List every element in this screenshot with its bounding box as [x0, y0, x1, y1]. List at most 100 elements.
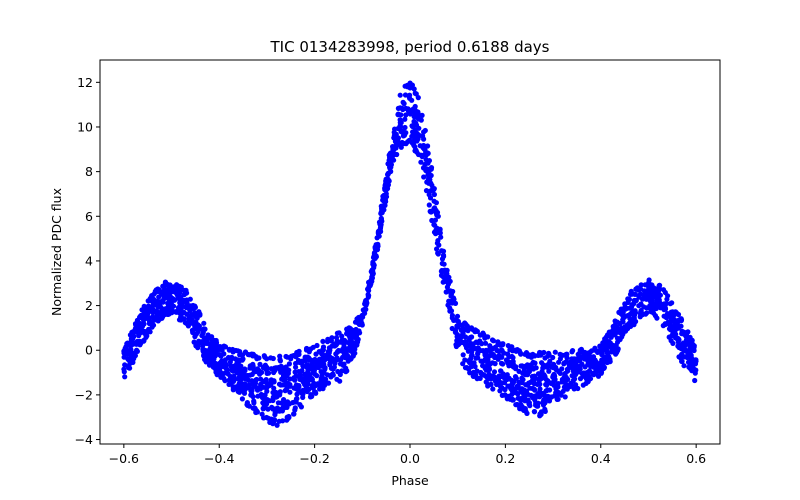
x-tick-label: 0.6 [686, 451, 706, 466]
data-point [274, 422, 280, 428]
data-point [348, 356, 354, 362]
data-point [167, 293, 173, 299]
data-point [313, 351, 319, 357]
data-point [324, 372, 330, 378]
data-point [222, 344, 229, 350]
data-point [201, 320, 207, 326]
data-point [651, 306, 657, 312]
data-point [251, 398, 257, 404]
data-point [156, 316, 162, 322]
data-point [169, 288, 175, 295]
data-point [652, 313, 659, 319]
data-point [455, 318, 461, 325]
data-point [428, 180, 434, 186]
data-point [365, 286, 371, 292]
data-point [433, 200, 439, 206]
data-point [545, 378, 551, 384]
data-point [443, 273, 449, 279]
data-point [308, 392, 314, 398]
data-point [281, 365, 287, 371]
data-point [601, 359, 607, 365]
data-point [439, 248, 445, 254]
data-point [625, 313, 631, 319]
data-point [320, 347, 326, 353]
data-point [425, 143, 431, 149]
data-point [673, 319, 679, 325]
data-point [257, 361, 263, 367]
data-point [524, 362, 531, 368]
data-point [238, 376, 245, 382]
data-point [649, 283, 655, 290]
data-point [193, 331, 199, 337]
data-point [473, 355, 479, 361]
data-point [240, 381, 246, 387]
data-point [570, 348, 576, 354]
y-tick-label: 8 [85, 164, 93, 179]
data-point [369, 275, 375, 281]
data-point [141, 338, 147, 344]
y-tick-label: 6 [85, 209, 93, 224]
data-point [468, 325, 475, 331]
data-point [468, 356, 474, 362]
data-point [283, 353, 289, 360]
data-point [500, 342, 506, 348]
data-point [425, 176, 431, 183]
data-point [211, 364, 218, 370]
data-point [299, 368, 305, 374]
data-point [481, 372, 487, 378]
data-point [178, 317, 184, 323]
data-point [141, 321, 147, 327]
data-point [168, 307, 174, 313]
data-point [191, 339, 197, 345]
data-point [353, 333, 359, 340]
data-point [154, 302, 160, 308]
data-point [578, 346, 585, 352]
data-point [522, 372, 529, 378]
data-point [643, 310, 650, 316]
data-point [292, 369, 298, 375]
data-point [504, 396, 510, 402]
data-point [241, 387, 248, 394]
data-point [280, 418, 286, 424]
data-point [579, 361, 585, 367]
data-point [294, 391, 300, 397]
data-point [639, 296, 646, 302]
data-point [541, 372, 547, 378]
data-point [209, 340, 215, 346]
data-point [202, 356, 208, 363]
data-point [673, 309, 679, 315]
data-point [266, 383, 272, 389]
data-point [421, 136, 427, 142]
data-point [681, 348, 687, 354]
data-point [685, 339, 691, 345]
data-point [516, 348, 523, 354]
data-point [454, 334, 460, 340]
data-point [232, 356, 238, 362]
data-point [496, 352, 502, 358]
data-point [664, 296, 670, 302]
data-point [206, 355, 213, 361]
data-point [572, 366, 578, 372]
data-point [638, 291, 644, 297]
data-point [602, 337, 608, 344]
chart-title: TIC 0134283998, period 0.6188 days [269, 38, 549, 56]
data-point [293, 364, 299, 370]
data-point [326, 354, 332, 360]
data-point [637, 314, 643, 320]
data-point [254, 385, 260, 391]
data-point [527, 385, 533, 391]
x-tick-label: 0.4 [591, 451, 611, 466]
data-point [254, 356, 260, 362]
data-point [377, 221, 383, 227]
data-point [220, 371, 226, 377]
data-point [362, 301, 368, 307]
data-point [512, 374, 519, 380]
data-point [343, 339, 349, 345]
data-point [288, 353, 295, 359]
data-point [530, 359, 536, 365]
data-point [449, 299, 455, 305]
data-point [306, 373, 312, 379]
data-point [165, 311, 171, 317]
data-point [395, 111, 401, 117]
data-point [590, 370, 596, 376]
